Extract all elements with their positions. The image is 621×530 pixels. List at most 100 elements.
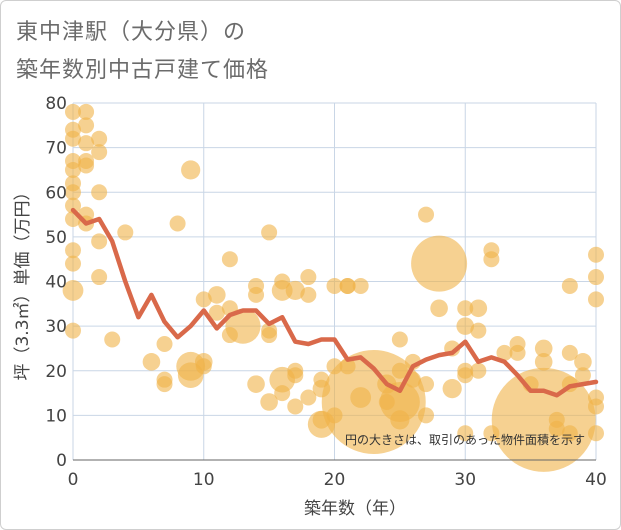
chart-title-line1: 東中津駅（大分県）の <box>16 20 247 45</box>
data-bubble <box>91 184 108 201</box>
data-bubble <box>261 224 278 241</box>
y-tick-label: 60 <box>45 183 67 203</box>
data-bubble <box>65 255 81 272</box>
data-bubble <box>195 291 212 308</box>
data-bubble <box>457 367 474 384</box>
data-bubble <box>588 246 604 263</box>
data-bubble <box>339 277 356 294</box>
data-bubble <box>391 331 408 348</box>
data-bubble <box>225 308 261 344</box>
data-bubble <box>208 286 226 304</box>
data-bubble <box>117 224 134 241</box>
data-bubble <box>418 376 435 393</box>
x-axis-label: 築年数（年） <box>304 499 406 519</box>
trend-line <box>70 207 599 398</box>
data-bubble <box>260 393 278 411</box>
size-note: 円の大きさは、取引のあった物件面積を示す <box>345 432 585 447</box>
x-tick-label: 30 <box>454 470 476 490</box>
data-bubble <box>62 280 84 301</box>
data-bubble <box>248 286 265 303</box>
y-tick-label: 0 <box>56 451 67 471</box>
data-bubble <box>65 242 81 259</box>
x-tick-label: 0 <box>68 470 79 490</box>
y-tick-label: 70 <box>45 139 67 159</box>
data-bubble <box>208 304 225 321</box>
data-bubble <box>491 367 596 472</box>
data-bubble <box>390 410 410 430</box>
data-bubble <box>78 157 95 174</box>
data-bubble <box>391 362 408 379</box>
data-bubble <box>195 358 212 375</box>
data-bubble <box>588 291 604 308</box>
data-bubble <box>285 280 305 301</box>
data-bubble <box>221 251 238 268</box>
data-bubble <box>91 269 108 286</box>
data-bubble <box>91 233 108 250</box>
data-bubble <box>142 353 161 371</box>
data-bubble <box>91 144 108 161</box>
y-tick-label: 40 <box>45 273 67 293</box>
data-bubble <box>65 130 81 147</box>
data-bubble <box>588 425 604 442</box>
data-bubble <box>470 322 487 339</box>
data-bubble <box>65 197 81 214</box>
data-bubble <box>548 420 565 437</box>
data-bubble <box>457 425 474 442</box>
data-bubble <box>261 327 278 344</box>
data-bubble <box>588 269 604 286</box>
data-bubble <box>561 425 578 442</box>
y-tick-label: 30 <box>45 317 67 337</box>
data-bubble <box>509 344 526 361</box>
data-bubble <box>300 286 317 303</box>
data-bubble <box>430 299 448 318</box>
data-bubble <box>418 206 435 223</box>
data-bubble <box>65 103 81 120</box>
data-bubble <box>379 381 420 422</box>
data-bubble <box>287 367 304 384</box>
data-bubble <box>326 277 343 294</box>
x-tick-label: 40 <box>585 470 607 490</box>
data-bubble <box>456 317 475 335</box>
data-bubble <box>483 251 500 268</box>
data-bubble <box>496 344 513 361</box>
y-axis-label: 坪（3.3㎡）単価（万円） <box>13 183 33 380</box>
data-bubble <box>470 362 487 379</box>
grid-lines <box>72 102 597 461</box>
data-bubble <box>78 117 95 134</box>
data-bubble <box>418 407 435 424</box>
data-bubble <box>588 398 604 415</box>
data-bubble <box>352 277 369 294</box>
data-bubble <box>169 215 186 232</box>
data-bubble <box>561 277 578 294</box>
y-tick-label: 50 <box>45 228 67 248</box>
data-bubble <box>274 385 291 402</box>
data-bubble <box>442 379 462 399</box>
y-tick-label: 20 <box>45 362 67 382</box>
data-bubble <box>561 344 578 361</box>
data-bubble <box>156 335 173 352</box>
data-bubble <box>574 367 591 384</box>
data-bubble <box>78 135 95 152</box>
bubble-layer <box>62 103 604 472</box>
data-bubble <box>65 184 81 201</box>
data-bubble <box>287 398 304 415</box>
data-bubble <box>534 339 553 358</box>
data-bubble <box>574 353 592 371</box>
data-bubble <box>65 161 81 178</box>
chart-title-line2: 築年数別中古戸建て価格 <box>16 58 270 83</box>
data-bubble <box>65 322 81 339</box>
data-bubble <box>534 353 553 371</box>
y-tick-label: 10 <box>45 406 67 426</box>
data-bubble <box>181 160 201 180</box>
data-bubble <box>300 269 317 286</box>
data-bubble <box>457 300 474 317</box>
data-bubble <box>300 389 317 406</box>
data-bubble <box>247 375 265 393</box>
data-bubble <box>104 331 121 348</box>
data-bubble <box>91 130 108 147</box>
data-bubble <box>78 103 95 120</box>
data-bubble <box>156 376 173 393</box>
axes: 0 10 20 30 40 0 10 20 30 40 50 60 70 80 <box>45 94 606 490</box>
y-tick-label: 80 <box>45 94 67 114</box>
